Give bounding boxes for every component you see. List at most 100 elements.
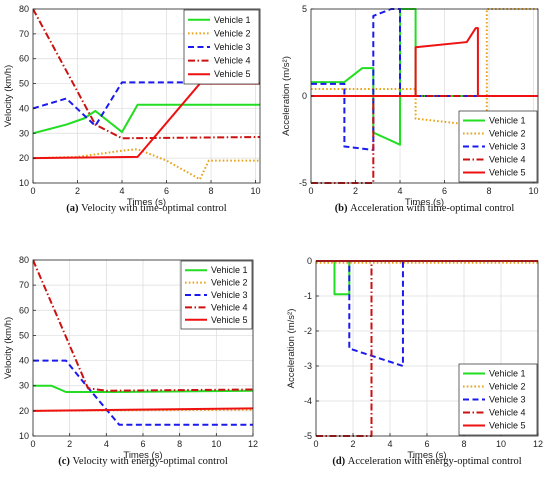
legend-label-vehicle-2: Vehicle 2: [211, 278, 248, 288]
legend-box: [183, 9, 260, 85]
x-axis-label: Times (s): [123, 450, 162, 461]
y-tick-label: -4: [304, 396, 312, 406]
caption-letter: (d): [332, 456, 347, 467]
x-tick-label: 4: [120, 186, 125, 196]
series-line-vehicle-5: [33, 82, 260, 160]
x-tick-label: 2: [67, 439, 72, 449]
y-tick-label: 70: [19, 29, 29, 39]
y-tick-label: 10: [19, 431, 29, 441]
x-tick-label: 10: [211, 439, 221, 449]
panel-caption: (c) Velocity with energy-optimal control: [58, 456, 228, 467]
x-tick-label: 4: [398, 186, 403, 196]
series-line-vehicle-4: [33, 8, 260, 140]
legend-label-vehicle-4: Vehicle 4: [489, 408, 526, 418]
x-tick-label: 10: [251, 186, 261, 196]
x-tick-label: 0: [30, 186, 35, 196]
series-line-vehicle-2: [33, 408, 253, 412]
y-tick-label: -5: [304, 431, 312, 441]
y-tick-label: 80: [19, 4, 29, 14]
x-tick-label: 4: [387, 439, 392, 449]
y-tick-label: 0: [307, 256, 312, 266]
y-tick-label: 30: [19, 128, 29, 138]
y-tick-label: 50: [19, 79, 29, 89]
y-tick-label: 0: [302, 91, 307, 101]
x-tick-label: 6: [442, 186, 447, 196]
x-tick-label: 6: [164, 186, 169, 196]
y-tick-label: 70: [19, 280, 29, 290]
y-axis-label: Acceleration (m/s²): [286, 309, 297, 389]
x-tick-label: 2: [75, 186, 80, 196]
y-tick-label: 60: [19, 54, 29, 64]
y-tick-label: -3: [304, 361, 312, 371]
x-tick-label: 8: [461, 439, 466, 449]
series-line-vehicle-1: [33, 103, 260, 135]
y-axis-label: Velocity (km/h): [3, 65, 14, 127]
series-line-vehicle-4: [33, 259, 253, 392]
x-tick-label: 6: [140, 439, 145, 449]
legend-label-vehicle-1: Vehicle 1: [211, 265, 248, 275]
legend-label-vehicle-2: Vehicle 2: [489, 129, 526, 139]
x-tick-label: 8: [177, 439, 182, 449]
legend-label-vehicle-1: Vehicle 1: [489, 116, 526, 126]
x-tick-label: 10: [529, 186, 539, 196]
legend-label-vehicle-2: Vehicle 2: [489, 382, 526, 392]
axes-frame: [32, 8, 261, 184]
x-tick-label: 4: [104, 439, 109, 449]
series-line-vehicle-1: [33, 384, 253, 393]
x-tick-label: 8: [487, 186, 492, 196]
legend-label-vehicle-2: Vehicle 2: [214, 28, 251, 38]
legend-box: [458, 110, 538, 183]
y-axis-label: Velocity (km/h): [3, 317, 14, 379]
series-line-vehicle-3: [311, 8, 538, 151]
y-tick-label: 50: [19, 330, 29, 340]
panel-caption: (d) Acceleration with energy-optimal con…: [332, 456, 521, 467]
caption-letter: (c): [58, 456, 72, 467]
y-tick-label: 20: [19, 153, 29, 163]
y-tick-label: 20: [19, 406, 29, 416]
legend-label-vehicle-4: Vehicle 4: [214, 56, 251, 66]
legend-label-vehicle-4: Vehicle 4: [489, 155, 526, 165]
y-axis-label: Acceleration (m/s²): [281, 56, 292, 136]
series-line-vehicle-5: [33, 407, 253, 412]
y-tick-label: 5: [302, 4, 307, 14]
legend-label-vehicle-5: Vehicle 5: [211, 315, 248, 325]
x-tick-label: 6: [424, 439, 429, 449]
y-tick-label: 40: [19, 356, 29, 366]
series-line-vehicle-2: [33, 148, 260, 181]
caption-text: Acceleration with energy-optimal control: [348, 456, 522, 467]
caption-text: Acceleration with time-optimal control: [350, 203, 514, 214]
x-axis-label: Times (s): [407, 450, 446, 461]
x-axis-label: Times (s): [405, 197, 444, 208]
x-tick-label: 10: [496, 439, 506, 449]
x-tick-label: 0: [308, 186, 313, 196]
legend: Vehicle 1 Vehicle 2 Vehicle 3 Vehicle 4 Vehi…: [180, 260, 253, 330]
y-tick-label: 80: [19, 255, 29, 265]
x-tick-label: 0: [30, 439, 35, 449]
legend-box: [180, 260, 253, 330]
caption-text: Velocity with energy-optimal control: [73, 456, 228, 467]
legend: Vehicle 1 Vehicle 2 Vehicle 3 Vehicle 4 Vehi…: [458, 363, 538, 436]
x-tick-label: 0: [313, 439, 318, 449]
y-tick-label: 60: [19, 305, 29, 315]
panel-caption: (b) Acceleration with time-optimal contr…: [335, 203, 515, 214]
legend: Vehicle 1 Vehicle 2 Vehicle 3 Vehicle 4 Vehi…: [183, 9, 260, 85]
series-line-vehicle-3: [33, 81, 260, 127]
legend-label-vehicle-3: Vehicle 3: [489, 142, 526, 152]
legend-label-vehicle-5: Vehicle 5: [214, 69, 251, 79]
x-axis-label: Times (s): [127, 197, 166, 208]
y-tick-label: 40: [19, 103, 29, 113]
y-tick-label: -2: [304, 326, 312, 336]
legend-label-vehicle-4: Vehicle 4: [211, 302, 248, 312]
legend: Vehicle 1 Vehicle 2 Vehicle 3 Vehicle 4 Vehi…: [458, 110, 538, 183]
caption-text: Velocity with time-optimal control: [81, 203, 227, 214]
series-line-vehicle-3: [33, 359, 253, 426]
legend-label-vehicle-5: Vehicle 5: [489, 421, 526, 431]
x-tick-label: 2: [350, 439, 355, 449]
x-tick-label: 12: [533, 439, 543, 449]
legend-label-vehicle-5: Vehicle 5: [489, 168, 526, 178]
y-tick-label: 10: [19, 178, 29, 188]
